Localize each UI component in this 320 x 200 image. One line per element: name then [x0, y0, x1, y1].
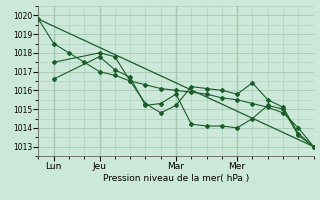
X-axis label: Pression niveau de la mer( hPa ): Pression niveau de la mer( hPa )	[103, 174, 249, 183]
